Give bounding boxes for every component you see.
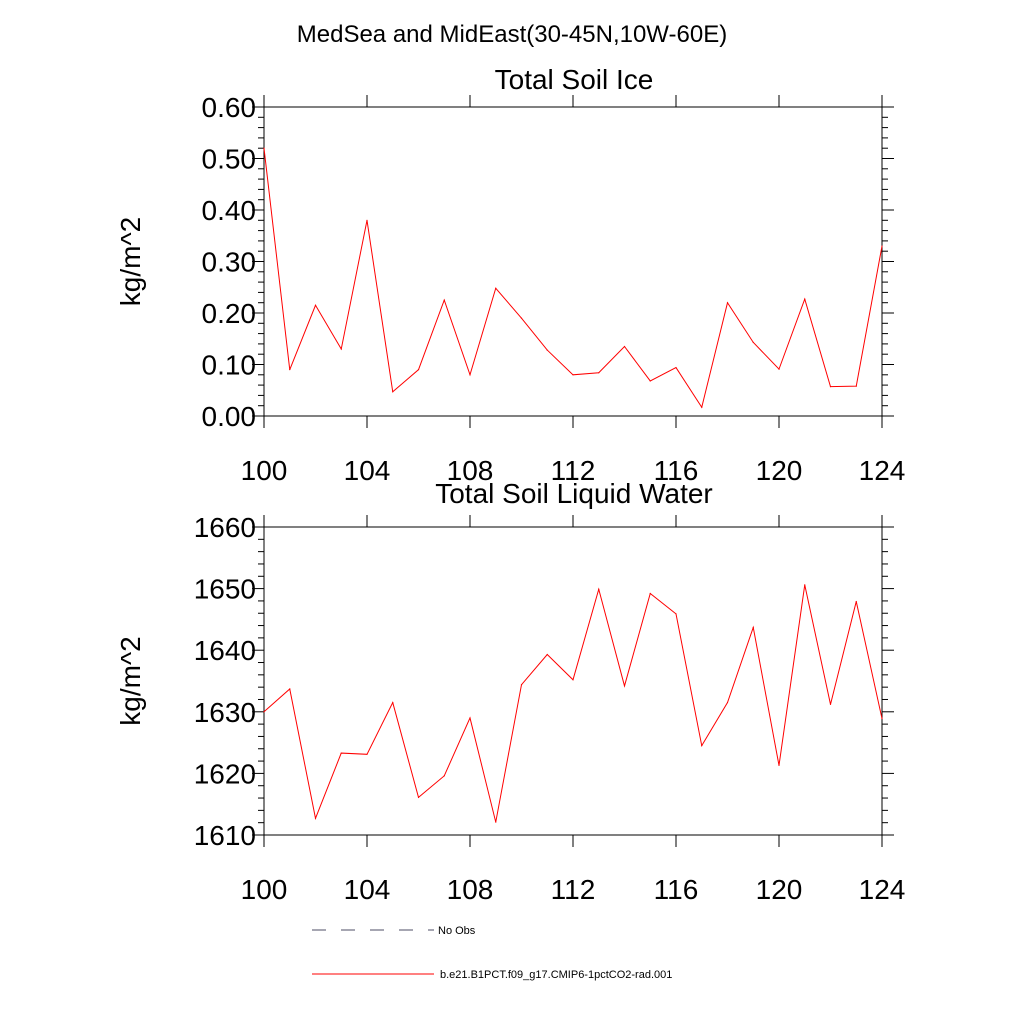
panel2-xtick-label: 116 [654,874,699,905]
panel1-data-point [623,345,626,348]
panel1-ylabel: kg/m^2 [115,217,146,306]
panel2-ytick-label: 1650 [194,574,256,605]
panel2-data-point [520,684,523,686]
panel1-data-point [520,317,523,319]
legend-label-model-run: b.e21.B1PCT.f09_g17.CMIP6-1pctCO2-rad.00… [440,969,672,981]
panel1-data-point [546,349,548,351]
panel1-xtick-label: 104 [344,455,391,486]
panel2-data-point [829,703,832,706]
panel2-data-point [701,745,703,747]
panel1-data-point [340,348,342,350]
panel2-xtick-label: 124 [859,874,906,905]
panel2-ytick-label: 1660 [194,512,256,543]
panel2-xtick-label: 112 [551,874,596,905]
panel2-ytick-label: 1610 [194,820,256,851]
panel1-data-point [366,219,368,221]
panel1-data-point [289,369,291,371]
panel1-data-point [572,374,574,376]
panel2-xtick-label: 108 [447,874,494,905]
panel2-data-point [572,679,574,681]
panel2-ytick-label: 1630 [194,697,256,728]
panel2-data-point [417,796,420,799]
panel2-data-point [546,653,548,656]
panel2-data-point [752,626,754,629]
panel1-data-point [649,380,651,382]
panel2-data-point [778,764,780,766]
panel2-data-point [469,717,471,719]
panel1-data-point [263,147,265,149]
panel1-data-point [598,372,600,374]
panel1-data-point [443,299,445,301]
panel2-data-point [495,821,497,823]
panel1-ytick-label: 0.50 [202,144,257,175]
panel1-data-point [778,368,780,370]
panel2-ylabel: kg/m^2 [115,636,146,725]
panel-total-soil-liquid-water: Total Soil Liquid Water 1610 1620 1630 1640 1… [115,478,905,905]
panel2-data-point [366,753,368,755]
panel2-ytick-label: 1640 [194,635,256,666]
panel2-data-point [443,775,445,777]
panel2-data-point [881,717,883,720]
panel2-data-point [289,688,291,690]
panel1-title: Total Soil Ice [495,64,654,95]
panel1-data-point [495,287,497,289]
panel-total-soil-ice: Total Soil Ice 0.00 0.10 0.20 0.30 0.40 0.50 0.… [115,64,905,486]
panel1-xtick-label: 112 [551,455,596,486]
panel2-xtick-label: 120 [756,874,803,905]
panel1-data-point [829,386,832,388]
panel1-data-point [675,366,677,369]
panel2-data-point [314,817,317,819]
panel2-data-point [726,701,729,704]
panel1-xtick-label: 124 [859,455,906,486]
legend-label-no-obs: No Obs [438,925,476,937]
panel1-ytick-label: 0.00 [202,401,257,432]
panel2-data-point [855,600,857,603]
panel1-data-point [392,391,394,393]
legend-entry-model-run: b.e21.B1PCT.f09_g17.CMIP6-1pctCO2-rad.00… [312,969,672,981]
panel2-data-point [263,711,265,713]
panel1-ytick-label: 0.60 [202,92,257,123]
figure-title: MedSea and MidEast(30-45N,10W-60E) [297,21,727,48]
panel1-data-point [469,374,471,376]
panel2-data-point [623,685,626,687]
panel2-data-point [392,701,394,704]
panel2-ytick-label: 1620 [194,758,256,789]
panel1-ytick-label: 0.20 [202,298,257,329]
panel1-xtick-label: 120 [756,455,803,486]
legend-entry-no-obs: No Obs [312,925,476,937]
panel1-data-point [417,369,420,371]
panel2-title: Total Soil Liquid Water [435,478,713,509]
panel2-xtick-label: 104 [344,874,391,905]
panel1-data-point [855,385,857,387]
panel2-data-point [804,584,806,586]
panel1-data-point [881,245,883,247]
panel1-ytick-label: 0.30 [202,247,257,278]
panel2-data-point [649,592,651,595]
panel2-data-point [675,613,677,615]
panel1-data-point [726,302,729,304]
panel2-data-point [598,588,600,590]
legend: No Obs b.e21.B1PCT.f09_g17.CMIP6-1pctCO2… [312,925,672,981]
panel1-ytick-label: 0.10 [202,350,257,381]
panel2-data-point [340,752,342,754]
panel1-data-point [804,298,806,300]
panel1-data-point [701,406,703,408]
panel1-data-point [314,304,317,306]
panel1-xtick-label: 116 [654,455,699,486]
panel1-xtick-label: 108 [447,455,494,486]
panel1-ytick-label: 0.40 [202,195,257,226]
panel1-xtick-label: 100 [241,455,288,486]
panel1-data-point [752,341,754,343]
panel2-xtick-label: 100 [241,874,288,905]
